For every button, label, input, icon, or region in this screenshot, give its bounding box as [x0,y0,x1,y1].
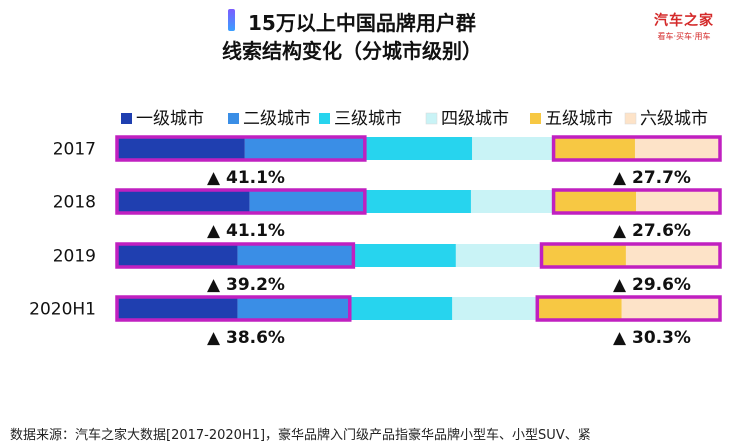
chart-title-line-2: 线索结构变化（分城市级别） [222,39,482,63]
chart-title-line-1: 15万以上中国品牌用户群 [248,11,476,35]
category-label-2020H1: 2020H1 [29,300,96,320]
bar-segment-2020H1-6 [621,297,720,320]
legend-swatch-1 [121,113,132,124]
legend-label-4: 四级城市 [441,109,509,129]
annotation-left-2017: ▲ 41.1% [207,168,285,188]
legend-swatch-6 [624,112,637,125]
annotation-left-2019: ▲ 39.2% [207,275,285,295]
annotation-right-2017: ▲ 27.7% [613,168,691,188]
bar-segment-2017-3 [364,137,473,160]
bar-segment-2017-1 [117,137,245,160]
highlight-box-right-2018 [551,188,722,215]
annotation-right-2018: ▲ 27.6% [613,221,691,241]
legend-label-5: 五级城市 [545,109,613,129]
bar-segment-2018-3 [364,190,471,213]
annotation-left-2018: ▲ 41.1% [207,221,285,241]
highlight-box-right-2017 [551,135,722,162]
bar-segment-2018-2 [249,190,365,213]
bar-segment-2020H1-2 [237,297,350,320]
legend-swatch-4 [425,112,438,125]
highlight-box-left-2017 [115,135,367,162]
bar-segment-2017-5 [553,137,635,160]
bar-segment-2019-3 [353,244,456,267]
stacked-bar-chart: 一级城市 二级城市 三级城市 四级城市 五级城市 六级城市 2017 ▲ 41.1% ▲ 27.… [29,109,722,348]
highlight-box-right-2019 [539,242,722,269]
bar-segment-2017-2 [244,137,365,160]
category-label-2017: 2017 [53,140,96,160]
bar-segment-2019-4 [455,244,542,267]
bar-segment-2020H1-1 [117,297,238,320]
data-source-note: 数据来源：汽车之家大数据[2017-2020H1]，豪华品牌入门级产品指豪华品牌… [10,428,591,443]
category-label-2018: 2018 [53,193,96,213]
annotation-left-2020H1: ▲ 38.6% [207,328,285,348]
bar-segment-2018-6 [636,190,720,213]
bar-segment-2020H1-3 [349,297,453,320]
bar-segment-2019-2 [237,244,354,267]
highlight-box-left-2019 [115,242,356,269]
annotation-right-2019: ▲ 29.6% [613,275,691,295]
legend-label-3: 三级城市 [334,109,402,129]
legend-label-2: 二级城市 [243,109,311,129]
bar-segment-2019-1 [117,244,238,267]
legend-swatch-3 [319,113,330,124]
highlight-box-left-2020H1 [115,295,352,322]
legend-label-6: 六级城市 [640,109,708,129]
annotation-right-2020H1: ▲ 30.3% [613,328,691,348]
highlight-box-right-2020H1 [535,295,722,322]
legend-swatch-2 [228,113,239,124]
legend-swatch-5 [530,113,541,124]
highlight-box-left-2018 [115,188,367,215]
brand-name: 汽车之家 [654,13,714,29]
bar-segment-2019-6 [625,244,720,267]
legend-label-1: 一级城市 [136,109,204,129]
bar-segment-2018-5 [553,190,637,213]
bar-segment-2017-4 [472,137,554,160]
bar-segment-2017-6 [634,137,720,160]
brand-logo: 汽车之家 看车·买车·用车 [654,10,714,42]
title-accent-bar [228,9,235,31]
bar-segment-2020H1-4 [452,297,538,320]
category-label-2019: 2019 [53,247,96,267]
bar-segment-2018-4 [470,190,554,213]
bar-segment-2020H1-5 [537,297,622,320]
bar-segment-2018-1 [117,190,250,213]
bar-segment-2019-5 [541,244,626,267]
brand-tagline: 看车·买车·用车 [657,32,711,41]
